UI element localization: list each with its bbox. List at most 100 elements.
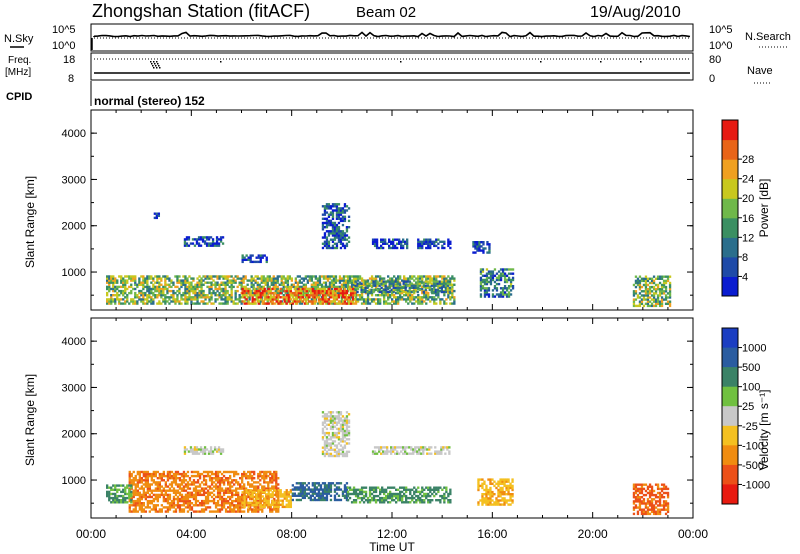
power-echo-cell (185, 236, 189, 239)
velocity-echo-cell (354, 499, 358, 502)
power-echo-cell (263, 287, 266, 291)
power-echo-cell (472, 241, 475, 244)
power-echo-cell (308, 275, 312, 278)
velocity-echo-cell (323, 434, 327, 437)
power-echo-cell (263, 302, 266, 305)
velocity-echo-cell (277, 491, 280, 494)
power-echo-cell (392, 246, 395, 250)
velocity-echo-cell (323, 490, 327, 493)
power-echo-cell (399, 275, 402, 278)
power-echo-cell (386, 242, 389, 245)
power-echo-cell (164, 279, 167, 282)
power-echo-cell (343, 300, 347, 303)
power-echo-cell (397, 296, 400, 299)
velocity-echo-cell (445, 496, 448, 500)
power-echo-cell (220, 283, 223, 286)
power-echo-cell (499, 268, 503, 271)
power-echo-cell (646, 304, 650, 308)
power-echo-cell (134, 302, 137, 305)
power-echo-cell (112, 300, 115, 303)
power-echo-cell (248, 298, 251, 301)
power-echo-cell (206, 285, 209, 289)
power-echo-cell (255, 260, 258, 264)
power-echo-cell (335, 209, 339, 212)
velocity-echo-cell (407, 496, 410, 500)
power-echo-cell (668, 304, 672, 308)
velocity-echo-cell (174, 508, 178, 511)
velocity-echo-cell (329, 413, 333, 416)
velocity-echo-cell (495, 503, 498, 506)
power-echo-cell (206, 296, 209, 299)
power-echo-cell (371, 240, 375, 243)
power-echo-cell (222, 294, 225, 297)
velocity-echo-cell (319, 484, 323, 487)
power-echo-cell (364, 298, 368, 301)
velocity-echo-cell (174, 489, 178, 492)
power-echo-cell (323, 294, 327, 297)
power-echo-cell (425, 246, 428, 250)
velocity-echo-cell (218, 487, 222, 490)
velocity-echo-cell (184, 472, 188, 476)
power-echo-cell (286, 279, 290, 282)
power-echo-cell (483, 274, 487, 277)
velocity-echo-cell (325, 488, 329, 491)
power-echo-cell (156, 287, 159, 291)
velocity-echo-cell (319, 486, 323, 489)
power-echo-cell (267, 287, 270, 291)
power-echo-cell (337, 232, 341, 235)
velocity-echo-cell (358, 496, 362, 500)
velocity-echo-cell (267, 499, 270, 502)
velocity-echo-cell (343, 436, 347, 439)
velocity-echo-cell (170, 470, 174, 474)
velocity-echo-cell (194, 474, 198, 478)
velocity-echo-cell (277, 505, 280, 509)
power-colorbar-tick: 24 (742, 174, 754, 186)
power-echo-cell (186, 298, 189, 301)
velocity-echo-cell (267, 506, 270, 509)
power-echo-cell (116, 279, 119, 282)
power-echo-cell (404, 280, 407, 283)
velocity-echo-cell (437, 499, 440, 502)
power-echo-cell (198, 283, 201, 286)
power-echo-cell (327, 302, 331, 305)
power-echo-cell (347, 298, 351, 301)
velocity-echo-cell (130, 474, 133, 478)
power-echo-cell (261, 256, 264, 259)
power-echo-cell (224, 296, 227, 299)
velocity-echo-cell (259, 497, 262, 500)
velocity-echo-cell (323, 425, 327, 428)
power-echo-cell (156, 281, 159, 284)
power-echo-cell (339, 236, 343, 239)
power-echo-cell (194, 302, 197, 305)
freq-tick-top: 18 (63, 54, 75, 66)
power-echo-cell (204, 275, 207, 278)
power-echo-cell (248, 287, 251, 291)
velocity-echo-cell (241, 479, 244, 482)
velocity-echo-cell (350, 488, 354, 491)
power-echo-cell (384, 286, 387, 289)
power-echo-cell (388, 246, 391, 250)
power-echo-cell (650, 290, 654, 293)
power-echo-cell (188, 275, 191, 278)
power-echo-cell (343, 215, 347, 218)
velocity-echo-cell (156, 499, 160, 503)
velocity-echo-cell (335, 421, 339, 424)
velocity-echo-cell (176, 491, 180, 494)
power-echo-cell (329, 213, 333, 216)
velocity-echo-cell (384, 450, 387, 453)
power-echo-cell (330, 279, 334, 282)
power-echo-cell (126, 294, 129, 297)
velocity-echo-cell (243, 474, 246, 478)
power-echo-cell (170, 285, 173, 289)
power-echo-cell (144, 277, 147, 280)
power-echo-cell (331, 213, 335, 216)
power-echo-cell (339, 246, 343, 250)
power-echo-cell (261, 302, 264, 305)
power-echo-cell (170, 296, 173, 299)
velocity-echo-cell (164, 474, 168, 478)
velocity-echo-cell (174, 472, 178, 476)
power-echo-cell (268, 279, 271, 282)
power-echo-cell (364, 290, 367, 294)
power-echo-cell (210, 294, 213, 297)
power-echo-cell (207, 236, 211, 239)
